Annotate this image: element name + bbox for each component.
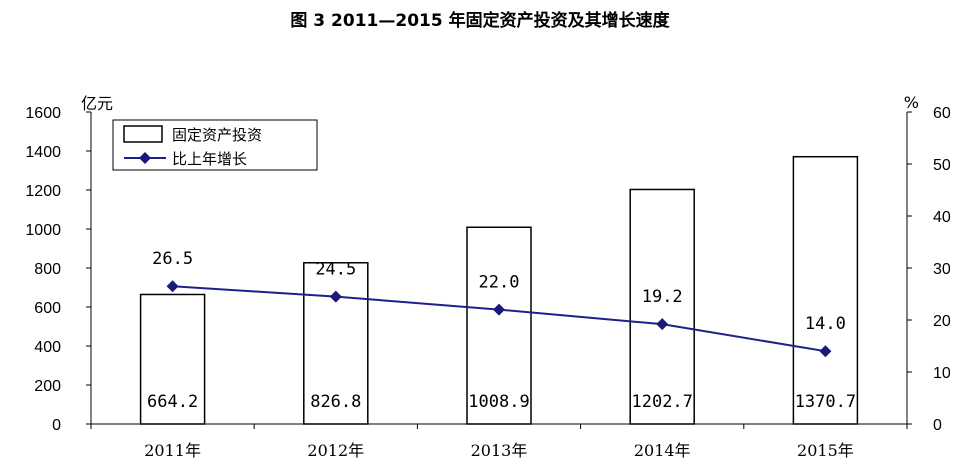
bar (629, 188, 695, 425)
growth-marker (819, 345, 832, 358)
right-tick-label: 10 (933, 365, 951, 382)
right-tick-label: 0 (933, 417, 942, 434)
bar (792, 155, 859, 425)
left-tick-label: 800 (34, 261, 61, 278)
growth-value-label: 19.2 (642, 287, 683, 307)
x-tick-label: 2013年 (471, 441, 528, 460)
right-tick-label: 40 (933, 209, 951, 226)
growth-value-label: 26.5 (152, 249, 193, 269)
growth-marker (493, 303, 505, 316)
left-tick-label: 600 (34, 300, 61, 317)
bar-series (139, 155, 859, 425)
bar-value-label: 1008.9 (468, 392, 529, 412)
legend-bar-label: 固定资产投资 (172, 126, 262, 144)
left-tick-label: 1000 (25, 222, 61, 239)
axes: 0 200 400 600 800 1000 1200 1400 1600 0 10 20 30 40 50… (25, 93, 950, 460)
bar-value-label: 1370.7 (795, 392, 856, 412)
bar (139, 293, 206, 425)
right-tick-label: 30 (933, 261, 951, 278)
left-tick-label: 200 (34, 378, 61, 395)
legend-line-label: 比上年增长 (172, 150, 247, 168)
bar-value-label: 1202.7 (631, 392, 692, 412)
growth-value-label: 22.0 (479, 273, 520, 293)
legend-marker-swatch (139, 152, 151, 164)
chart-title: 图 3 2011—2015 年固定资产投资及其增长速度 (290, 11, 670, 31)
x-tick-label: 2015年 (797, 441, 854, 460)
growth-value-label: 24.5 (315, 260, 356, 280)
left-tick-label: 1200 (25, 183, 61, 200)
x-tick-label: 2012年 (307, 441, 364, 460)
left-tick-label: 1400 (25, 144, 61, 161)
bar-value-label: 826.8 (310, 392, 361, 412)
right-tick-label: 50 (933, 157, 951, 174)
right-axis-unit: % (904, 93, 919, 112)
line-series (166, 280, 832, 358)
growth-value-label: 14.0 (805, 314, 846, 334)
growth-marker (329, 290, 342, 303)
legend-bar-swatch (123, 125, 163, 143)
bar (303, 262, 369, 425)
data-labels: 664.2 826.8 1008.9 1202.7 1370.7 26.5 24.5 22.0… (147, 249, 856, 412)
left-axis-unit: 亿元 (81, 94, 113, 113)
right-tick-label: 20 (933, 313, 951, 330)
left-tick-label: 0 (52, 417, 61, 434)
bar (466, 226, 532, 425)
bar-value-label: 664.2 (147, 392, 198, 412)
x-tick-label: 2014年 (634, 441, 691, 460)
right-tick-label: 60 (933, 105, 951, 122)
x-tick-label: 2011年 (144, 441, 201, 460)
left-tick-label: 400 (34, 339, 61, 356)
growth-marker (656, 318, 669, 331)
left-tick-label: 1600 (25, 105, 61, 122)
growth-marker (166, 280, 179, 293)
